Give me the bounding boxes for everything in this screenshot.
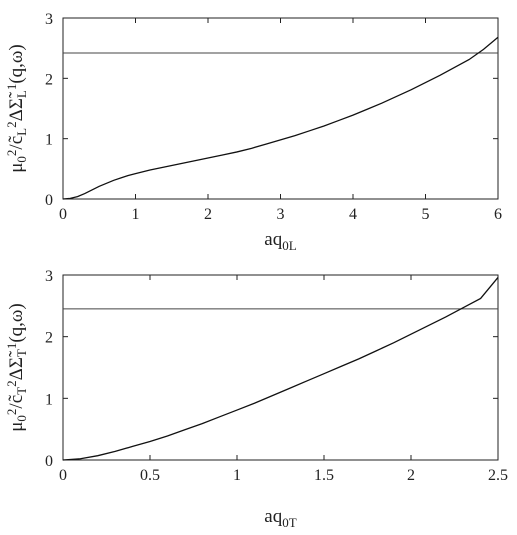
x-tick-label: 0 (59, 206, 67, 223)
y-label-part: (q,ω) (6, 44, 27, 83)
y-tick-label: 3 (45, 11, 53, 28)
y-label-sup: 2 (4, 380, 19, 387)
y-label-sup: 1 (4, 84, 19, 91)
plot-frame (62, 17, 499, 200)
x-tick-label: 3 (277, 206, 285, 223)
x-tick-label: 2 (204, 206, 212, 223)
x-tick-label: 4 (349, 206, 357, 223)
x-tick-label: 2 (407, 467, 415, 484)
y-label-sup: 1 (4, 343, 19, 350)
y-label-part: ΔΣ̃ (6, 91, 27, 121)
y-axis-label: μ02/c̃T2ΔΣ̃T1(q,ω) (4, 303, 29, 432)
y-label-part: μ (6, 422, 27, 432)
y-tick-label: 0 (45, 192, 53, 209)
x-tick-label: 6 (494, 206, 502, 223)
series-line (62, 277, 499, 461)
x-tick-label: 5 (422, 206, 430, 223)
x-axis-label-sub: 0L (282, 238, 297, 253)
x-tick-label: 1 (233, 467, 241, 484)
x-axis-label-sub: 0T (282, 515, 297, 530)
y-label-sup: 2 (4, 121, 19, 128)
y-label-part: μ (6, 163, 27, 173)
y-label-part: /c̃ (6, 394, 27, 408)
y-tick-label: 2 (45, 330, 53, 347)
y-tick-label: 0 (45, 453, 53, 470)
y-label-sub: L (14, 128, 29, 136)
y-label-sub: T (14, 387, 29, 395)
y-label-part: ΔΣ̃ (6, 350, 27, 380)
series-line (62, 36, 499, 200)
y-label-sup: 2 (4, 409, 19, 416)
y-label-sup: 2 (4, 150, 19, 157)
y-tick-label: 1 (45, 132, 53, 149)
y-label-sub: 0 (14, 415, 29, 422)
y-label-sub: L (14, 90, 29, 98)
x-tick-label: 0.5 (140, 467, 160, 484)
x-axis-label-main: aq (264, 229, 282, 250)
x-tick-label: 2.5 (488, 467, 508, 484)
y-axis-label: μ02/c̃L2ΔΣ̃L1(q,ω) (4, 44, 29, 173)
y-tick-label: 3 (45, 268, 53, 285)
x-axis-label-main: aq (264, 506, 282, 527)
y-label-sub: T (14, 349, 29, 357)
y-label-sub: 0 (14, 156, 29, 163)
plot-frame (62, 274, 499, 461)
y-tick-label: 2 (45, 71, 53, 88)
y-label-part: (q,ω) (6, 303, 27, 342)
x-tick-label: 0 (59, 467, 67, 484)
x-axis-label: aq0T (264, 506, 296, 530)
x-tick-label: 1 (132, 206, 140, 223)
y-label-part: /c̃ (6, 135, 27, 149)
x-tick-label: 1.5 (314, 467, 334, 484)
x-axis-label: aq0L (264, 229, 296, 253)
y-tick-label: 1 (45, 391, 53, 408)
